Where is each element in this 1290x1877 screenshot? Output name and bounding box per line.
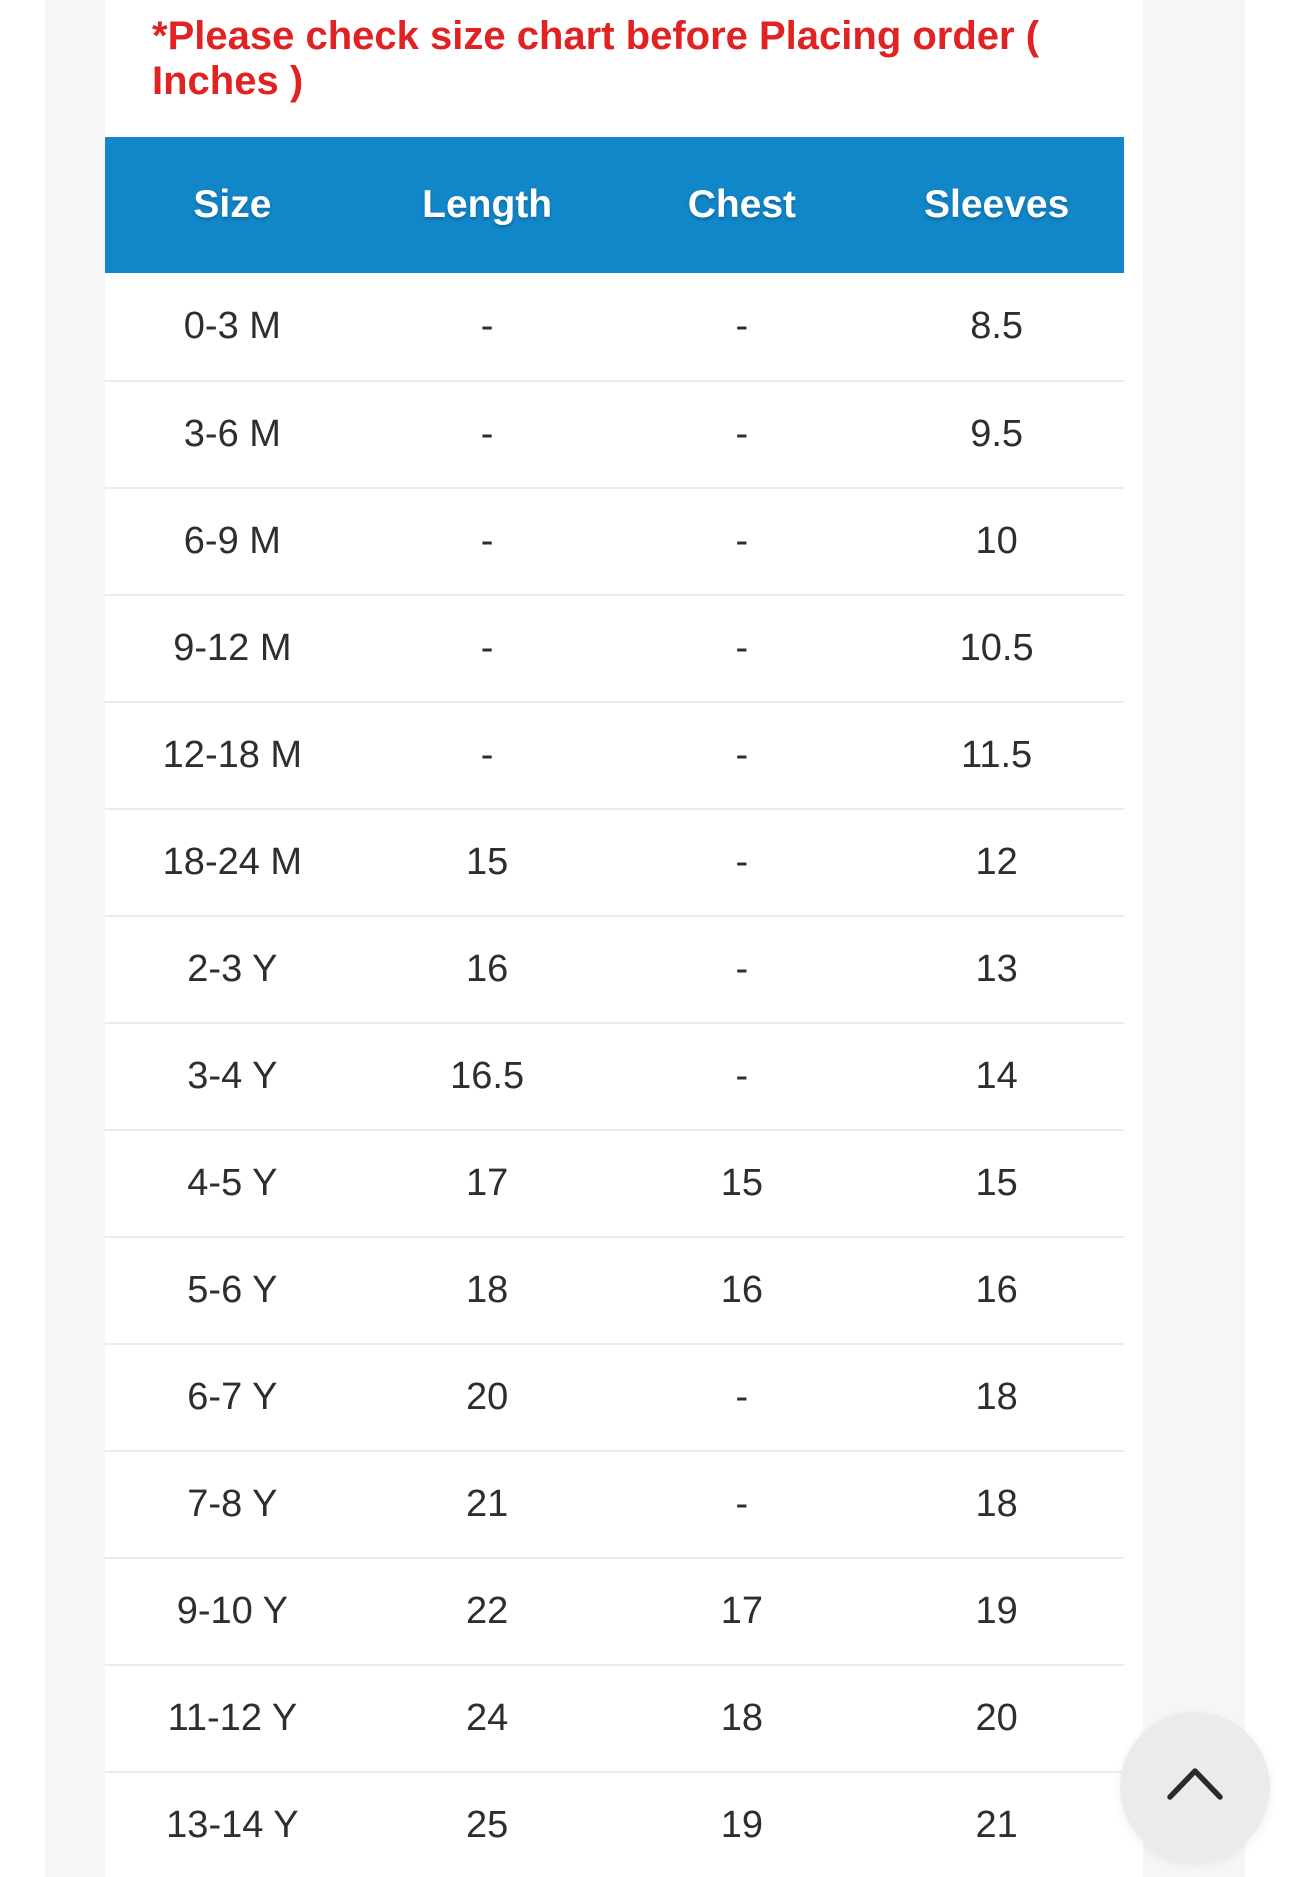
table-row: 18-24 M 15 - 12 — [105, 808, 1124, 915]
cell-sleeves: 19 — [975, 1590, 1018, 1632]
left-gutter — [45, 0, 105, 1877]
cell-sleeves: 8.5 — [970, 305, 1024, 347]
cell-sleeves: 15 — [975, 1162, 1018, 1204]
table-row: 9-10 Y 22 17 19 — [105, 1557, 1124, 1664]
table-row: 6-9 M - - 10 — [105, 487, 1124, 594]
size-chart-table: Size Length Chest Sleeves 0-3 M - - 8.5 … — [105, 137, 1124, 1877]
cell-sleeves: 18 — [975, 1376, 1018, 1418]
cell-length: 17 — [465, 1162, 509, 1204]
cell-chest: 15 — [720, 1162, 764, 1204]
cell-length: 16 — [465, 948, 509, 990]
cell-sleeves: 21 — [975, 1804, 1018, 1846]
cell-size: 3-6 M — [183, 413, 281, 455]
cell-size: 18-24 M — [162, 841, 303, 883]
note-line-1: *Please check size chart before Placing … — [152, 14, 1040, 58]
table-row: 3-6 M - - 9.5 — [105, 380, 1124, 487]
cell-size: 6-7 Y — [187, 1376, 278, 1418]
table-row: 0-3 M - - 8.5 — [105, 273, 1124, 380]
table-row: 5-6 Y 18 16 16 — [105, 1236, 1124, 1343]
cell-size: 3-4 Y — [187, 1055, 278, 1097]
table-row: 2-3 Y 16 - 13 — [105, 915, 1124, 1022]
header-length: Length — [422, 183, 553, 226]
table-row: 7-8 Y 21 - 18 — [105, 1450, 1124, 1557]
cell-chest: 19 — [720, 1804, 764, 1846]
cell-sleeves: 16 — [975, 1269, 1018, 1311]
cell-size: 12-18 M — [162, 734, 303, 776]
cell-size: 0-3 M — [183, 305, 281, 347]
cell-size: 6-9 M — [183, 520, 281, 562]
cell-length: 16.5 — [450, 1055, 525, 1097]
table-body: 0-3 M - - 8.5 3-6 M - - 9.5 6-9 M - - 10… — [105, 273, 1124, 1877]
right-gutter — [1143, 0, 1245, 1877]
table-row: 9-12 M - - 10.5 — [105, 594, 1124, 701]
cell-size: 5-6 Y — [187, 1269, 278, 1311]
cell-chest: - — [735, 413, 749, 455]
cell-chest: - — [735, 1376, 749, 1418]
cell-sleeves: 11.5 — [961, 734, 1033, 776]
cell-sleeves: 10.5 — [959, 627, 1034, 669]
cell-sleeves: 20 — [975, 1697, 1018, 1739]
table-row: 13-14 Y 25 19 21 — [105, 1771, 1124, 1877]
cell-chest: - — [735, 734, 749, 776]
cell-chest: - — [735, 1483, 749, 1525]
cell-length: - — [480, 520, 494, 562]
cell-length: - — [480, 734, 494, 776]
cell-chest: - — [735, 305, 749, 347]
header-size: Size — [193, 183, 272, 226]
cell-length: 20 — [465, 1376, 509, 1418]
cell-chest: - — [735, 520, 749, 562]
table-row: 11-12 Y 24 18 20 — [105, 1664, 1124, 1771]
cell-sleeves: 12 — [975, 841, 1018, 883]
cell-size: 11-12 Y — [167, 1697, 298, 1739]
cell-length: 25 — [465, 1804, 509, 1846]
header-sleeves: Sleeves — [923, 183, 1070, 226]
cell-length: 18 — [465, 1269, 509, 1311]
table-row: 4-5 Y 17 15 15 — [105, 1129, 1124, 1236]
table-header-row: Size Length Chest Sleeves — [105, 137, 1124, 273]
cell-chest: - — [735, 948, 749, 990]
cell-chest: 18 — [720, 1697, 764, 1739]
cell-chest: 17 — [720, 1590, 764, 1632]
size-chart-note: *Please check size chart before Placing … — [152, 14, 1092, 104]
cell-sleeves: 9.5 — [970, 413, 1024, 455]
cell-size: 13-14 Y — [166, 1804, 299, 1846]
cell-length: 15 — [465, 841, 509, 883]
cell-chest: - — [735, 841, 749, 883]
cell-sleeves: 10 — [975, 520, 1018, 562]
cell-sleeves: 18 — [975, 1483, 1018, 1525]
cell-length: 22 — [465, 1590, 509, 1632]
note-line-2: Inches ) — [152, 59, 304, 103]
cell-chest: - — [735, 627, 749, 669]
cell-size: 9-10 Y — [176, 1590, 289, 1632]
cell-length: - — [480, 413, 494, 455]
chevron-up-icon — [1167, 1768, 1223, 1800]
cell-chest: 16 — [720, 1269, 764, 1311]
table-row: 12-18 M - - 11.5 — [105, 701, 1124, 808]
cell-size: 4-5 Y — [187, 1162, 278, 1204]
cell-length: 21 — [465, 1483, 509, 1525]
cell-chest: - — [735, 1055, 749, 1097]
table-row: 6-7 Y 20 - 18 — [105, 1343, 1124, 1450]
cell-size: 9-12 M — [173, 627, 292, 669]
cell-length: 24 — [465, 1697, 509, 1739]
scroll-to-top-button[interactable] — [1120, 1712, 1270, 1862]
table-row: 3-4 Y 16.5 - 14 — [105, 1022, 1124, 1129]
cell-sleeves: 13 — [975, 948, 1018, 990]
cell-length: - — [480, 627, 494, 669]
cell-length: - — [480, 305, 494, 347]
cell-size: 7-8 Y — [187, 1483, 278, 1525]
cell-size: 2-3 Y — [187, 948, 278, 990]
cell-sleeves: 14 — [975, 1055, 1018, 1097]
header-chest: Chest — [687, 183, 797, 226]
